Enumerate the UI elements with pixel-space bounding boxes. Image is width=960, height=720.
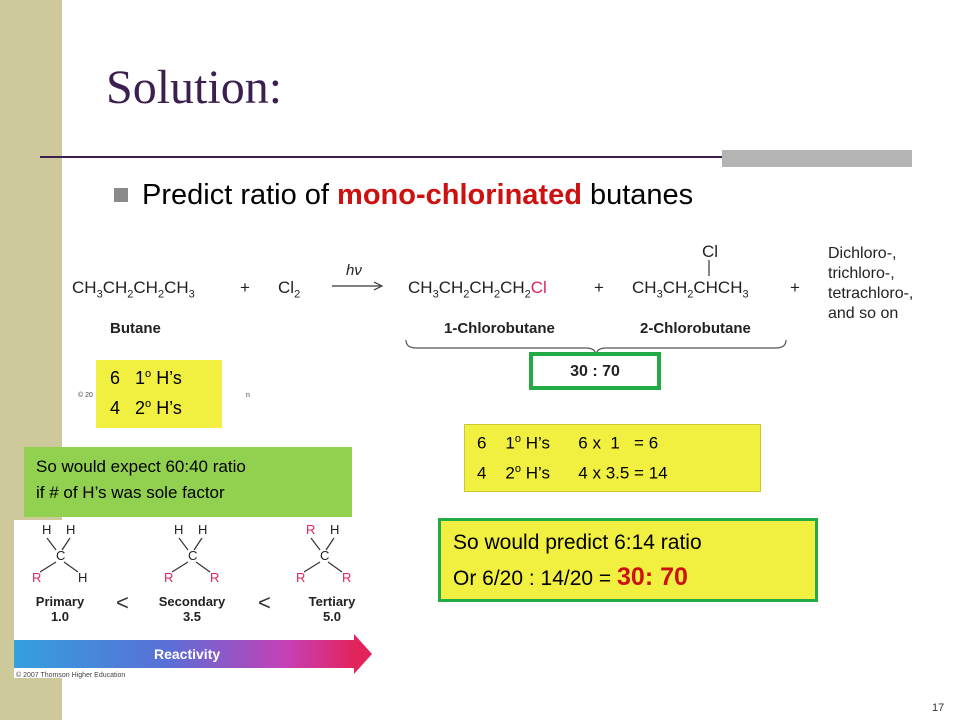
less-than-1: < <box>116 590 129 615</box>
reaction-copyright-tail: n <box>246 392 250 399</box>
svg-text:C: C <box>320 548 329 563</box>
expectation-line-2: if # of H’s was sole factor <box>36 483 225 502</box>
bullet-text: Predict ratio of mono-chlorinated butane… <box>142 179 693 212</box>
product2-label: 2-Chlorobutane <box>640 320 751 337</box>
reaction-arrow-icon <box>332 281 384 291</box>
title-rule <box>40 156 912 158</box>
svg-text:R: R <box>342 570 351 585</box>
svg-text:H: H <box>42 522 51 537</box>
bullet-suffix: butanes <box>581 179 694 211</box>
reactivity-arrow <box>14 640 356 668</box>
prediction-line-2: Or 6/20 : 14/20 = 30: 70 <box>453 563 688 591</box>
secondary-calc-row: 4 2o H’s 4 x 3.5 = 14 <box>477 463 668 483</box>
reactivity-arrow-head-icon <box>354 634 372 674</box>
expectation-note: So would expect 60:40 ratio if # of H’s … <box>24 447 352 517</box>
butane-label: Butane <box>110 320 161 337</box>
expectation-line-1: So would expect 60:40 ratio <box>36 457 246 476</box>
cl2-formula: Cl2 <box>278 278 301 301</box>
other-product-line: Dichloro-, <box>828 245 897 262</box>
less-than-2: < <box>258 590 271 615</box>
other-product-line: and so on <box>828 305 899 322</box>
predicted-ratio: 30: 70 <box>617 563 688 591</box>
ratio-highlight-box: 30 : 70 <box>529 352 661 390</box>
svg-text:R: R <box>32 570 41 585</box>
slide-title: Solution: <box>106 61 283 114</box>
primary-calc-row: 6 1o H’s 6 x 1 = 6 <box>477 433 659 453</box>
plus-sign-2: + <box>594 278 604 297</box>
title-rule-accent <box>722 150 912 167</box>
other-product-line: tetrachloro-, <box>828 285 914 302</box>
svg-text:H: H <box>78 570 87 585</box>
primary-label: Primary 1.0 <box>35 594 85 624</box>
svg-text:R: R <box>306 522 315 537</box>
svg-text:H: H <box>66 522 75 537</box>
svg-text:H: H <box>174 522 183 537</box>
plus-sign-1: + <box>240 278 250 297</box>
secondary-h-count: 4 2o H’s <box>110 398 182 418</box>
hv-condition: hν <box>346 262 362 279</box>
weighted-calc-box: 6 1o H’s 6 x 1 = 6 4 2o H’s 4 x 3.5 = 14 <box>464 424 761 492</box>
primary-h-count: 6 1o H’s <box>110 368 182 388</box>
svg-text:C: C <box>56 548 65 563</box>
reactivity-arrow-label: Reactivity <box>154 646 221 662</box>
bullet-highlight: mono-chlorinated <box>337 179 582 211</box>
prediction-line-1: So would predict 6:14 ratio <box>453 531 702 554</box>
plus-sign-3: + <box>790 278 800 297</box>
other-products: Dichloro-, trichloro-, tetrachloro-, and… <box>828 244 913 324</box>
svg-text:R: R <box>210 570 219 585</box>
page-number: 17 <box>932 702 945 714</box>
h-count-box: 6 1o H’s 4 2o H’s <box>96 360 222 428</box>
svg-text:C: C <box>188 548 197 563</box>
other-product-line: trichloro-, <box>828 265 895 282</box>
product-ratio: 30 : 70 <box>570 363 620 380</box>
bullet-prefix: Predict ratio of <box>142 179 338 211</box>
product1-formula: CH3CH2CH2CH2Cl <box>408 278 547 301</box>
bullet-square-icon <box>114 188 128 202</box>
svg-text:H: H <box>198 522 207 537</box>
secondary-label: Secondary 3.5 <box>158 594 226 624</box>
prediction-note: So would predict 6:14 ratio Or 6/20 : 14… <box>438 518 818 602</box>
reactivity-copyright: © 2007 Thomson Higher Education <box>16 672 126 679</box>
bond-line-icon <box>708 260 710 276</box>
product1-label: 1-Chlorobutane <box>444 320 555 337</box>
product-brace-icon <box>405 339 787 357</box>
svg-text:H: H <box>330 522 339 537</box>
svg-text:R: R <box>164 570 173 585</box>
product2-cl: Cl <box>702 242 719 261</box>
tertiary-label: Tertiary 5.0 <box>308 594 356 624</box>
butane-formula: CH3CH2CH2CH3 <box>72 278 195 301</box>
product2-formula: CH3CH2CHCH3 <box>632 278 749 301</box>
svg-text:R: R <box>296 570 305 585</box>
reaction-copyright: © 20 <box>78 392 93 399</box>
